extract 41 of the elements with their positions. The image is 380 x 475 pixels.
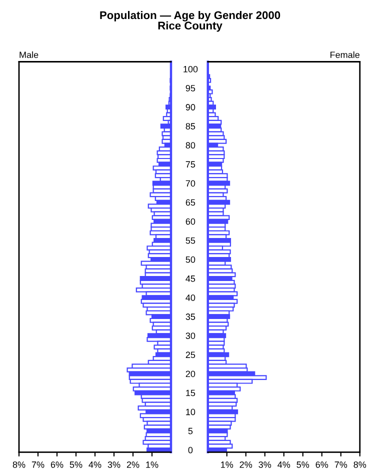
y-tick-label: 40 [186, 294, 196, 301]
x-tick-label: 4% [278, 462, 290, 468]
text: Female [330, 51, 360, 58]
x-tick-label: 6% [50, 461, 64, 468]
y-tick-label: 0 [188, 446, 193, 454]
x-tick-label: 2% [240, 461, 252, 468]
y-tick-label: 65 [186, 199, 196, 206]
x-tick-label: 7% [32, 462, 44, 468]
y-tick-label: 95 [186, 85, 196, 92]
y-tick-label: 90 [186, 104, 196, 110]
y-tick-label: 45 [186, 276, 196, 282]
y-tick-label: 10 [186, 408, 196, 416]
x-tick-label: 5% [70, 462, 82, 468]
y-tick-label: 60 [186, 218, 196, 225]
chart-subtitle: Rice County [158, 21, 222, 32]
text: Male [20, 51, 38, 58]
x-tick-label: 6% [316, 461, 328, 468]
x-tick-label: 1% [146, 462, 158, 468]
x-tick-label: 7% [334, 462, 348, 468]
chart-title: Population — Age by Gender 2000 [100, 10, 280, 22]
x-tick-label: 5% [296, 462, 310, 468]
y-tick-label: 15 [186, 390, 196, 396]
y-tick-label: 20 [186, 370, 196, 378]
y-tick-label: 35 [186, 314, 196, 320]
y-tick-label: 75 [186, 161, 196, 168]
y-tick-label: 25 [186, 352, 196, 358]
x-tick-label: 3% [258, 461, 272, 468]
x-tick-label: 1% [221, 462, 234, 468]
x-tick-label: 4% [88, 462, 102, 468]
y-tick-label: 100 [184, 66, 198, 72]
y-tick-label: 55 [186, 237, 196, 244]
x-tick-label: 3% [108, 461, 120, 468]
y-tick-label: 70 [186, 180, 196, 187]
y-tick-label: 5 [188, 428, 193, 434]
y-tick-label: 30 [186, 332, 196, 339]
x-tick-label: 2% [126, 461, 140, 468]
y-tick-label: 80 [186, 142, 196, 149]
y-tick-label: 50 [186, 256, 196, 263]
x-tick-label: 8% [12, 461, 26, 468]
x-tick-label: 8% [354, 461, 366, 468]
y-tick-label: 85 [186, 123, 196, 130]
